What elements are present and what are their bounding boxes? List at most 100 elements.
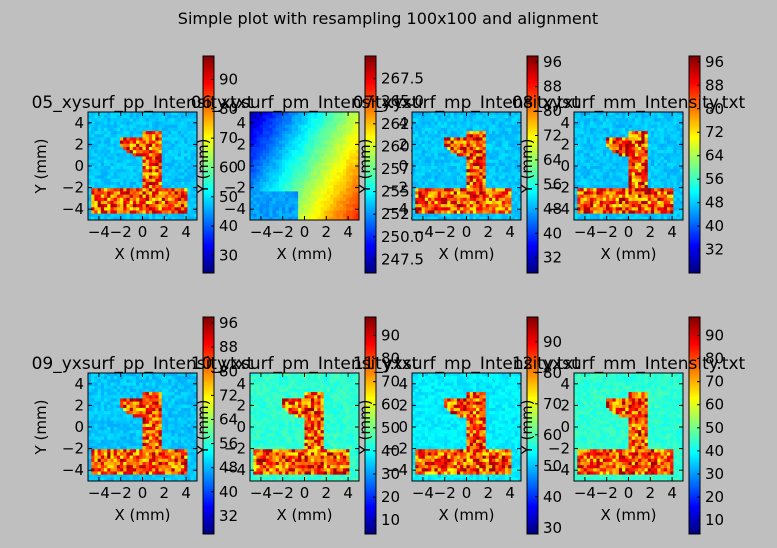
heatmap-cell <box>456 156 461 161</box>
heatmap-cell <box>580 185 585 189</box>
heatmap-cell <box>253 156 257 161</box>
heatmap-cell <box>190 188 195 192</box>
heatmap-cell <box>670 140 674 145</box>
heatmap-cell <box>145 124 150 129</box>
heatmap-cell <box>476 118 480 122</box>
heatmap-cell <box>456 169 461 173</box>
heatmap-cell <box>479 127 483 132</box>
heatmap-cell <box>330 200 334 205</box>
heatmap-cell <box>504 178 509 183</box>
heatmap-cell <box>641 197 645 202</box>
heatmap-cell <box>132 131 137 135</box>
heatmap-cell <box>574 146 578 151</box>
heatmap-cell <box>415 146 419 151</box>
heatmap-cell <box>663 121 668 126</box>
heatmap-cell <box>638 162 642 167</box>
heatmap-cell <box>97 140 102 145</box>
heatmap-cell <box>104 373 108 377</box>
heatmap-cell <box>631 185 636 189</box>
heatmap-cell <box>152 140 156 145</box>
heatmap-cell <box>110 191 115 195</box>
heatmap-cell <box>654 131 658 135</box>
heatmap-cell <box>294 210 299 215</box>
heatmap-cell <box>485 143 490 148</box>
heatmap-cell <box>142 159 147 164</box>
heatmap-cell <box>450 115 455 119</box>
heatmap-cell <box>431 200 435 205</box>
heatmap-cell <box>644 162 649 167</box>
heatmap-cell <box>330 169 334 173</box>
heatmap-cell <box>278 213 283 218</box>
heatmap-cell <box>482 166 487 170</box>
heatmap-cell <box>259 140 264 145</box>
heatmap-cell <box>618 115 623 119</box>
heatmap-cell <box>440 197 445 202</box>
heatmap-cell <box>310 166 315 170</box>
y-tick-label: 2 <box>560 135 570 153</box>
heatmap-cell <box>91 175 95 180</box>
heatmap-cell <box>599 156 604 161</box>
heatmap-cell <box>574 131 578 135</box>
heatmap-cell <box>282 143 286 148</box>
heatmap-cell <box>628 124 633 129</box>
heatmap-cell <box>606 162 610 167</box>
heatmap-cell <box>657 146 661 151</box>
heatmap-cell <box>424 169 429 173</box>
heatmap-cell <box>250 197 254 202</box>
heatmap-cell <box>288 185 293 189</box>
heatmap-cell <box>346 188 350 192</box>
heatmap-cell <box>155 146 159 151</box>
heatmap-cell <box>453 156 458 161</box>
heatmap-cell <box>602 140 607 145</box>
heatmap-cell <box>418 127 423 132</box>
heatmap-cell <box>488 181 493 186</box>
heatmap-cell <box>434 153 439 157</box>
heatmap-cell <box>256 216 261 221</box>
heatmap-cell <box>158 194 163 199</box>
heatmap-cell <box>123 115 127 119</box>
heatmap-cell <box>285 175 289 180</box>
heatmap-cell <box>641 181 645 186</box>
heatmap-cell <box>657 112 661 116</box>
heatmap-cell <box>641 112 645 116</box>
heatmap-cell <box>673 200 677 205</box>
heatmap-cell <box>171 210 175 215</box>
heatmap-cell <box>453 140 458 145</box>
heatmap-cell <box>278 191 283 195</box>
heatmap-cell <box>266 178 270 183</box>
heatmap-cell <box>323 156 328 161</box>
heatmap-cell <box>126 373 131 377</box>
heatmap-cell <box>168 197 172 202</box>
heatmap-cell <box>431 134 435 138</box>
heatmap-cell <box>282 127 286 132</box>
heatmap-cell <box>482 169 487 173</box>
heatmap-cell <box>508 207 512 211</box>
heatmap-cell <box>495 112 499 116</box>
heatmap-cell <box>673 204 677 208</box>
heatmap-cell <box>517 156 522 161</box>
heatmap-cell <box>631 172 636 176</box>
heatmap-cell <box>288 162 293 167</box>
heatmap-cell <box>126 146 131 151</box>
heatmap-cell <box>333 204 337 208</box>
heatmap-cell <box>269 134 273 138</box>
heatmap-cell <box>139 382 143 387</box>
heatmap-cell <box>666 115 671 119</box>
heatmap-cell <box>479 162 483 167</box>
heatmap-cell <box>285 213 289 218</box>
heatmap-cell <box>184 376 188 380</box>
heatmap-cell <box>634 121 639 126</box>
heatmap-cell <box>193 134 198 138</box>
heatmap-cell <box>180 178 185 183</box>
heatmap-cell <box>628 204 633 208</box>
heatmap-cell <box>116 216 121 221</box>
heatmap-cell <box>275 162 280 167</box>
heatmap-cell <box>612 150 617 154</box>
heatmap-cell <box>155 376 159 380</box>
heatmap-cell <box>113 172 118 176</box>
heatmap-cell <box>168 159 172 164</box>
heatmap-cell <box>301 118 305 122</box>
heatmap-cell <box>145 200 150 205</box>
heatmap-cell <box>168 204 172 208</box>
heatmap-cell <box>184 181 188 186</box>
